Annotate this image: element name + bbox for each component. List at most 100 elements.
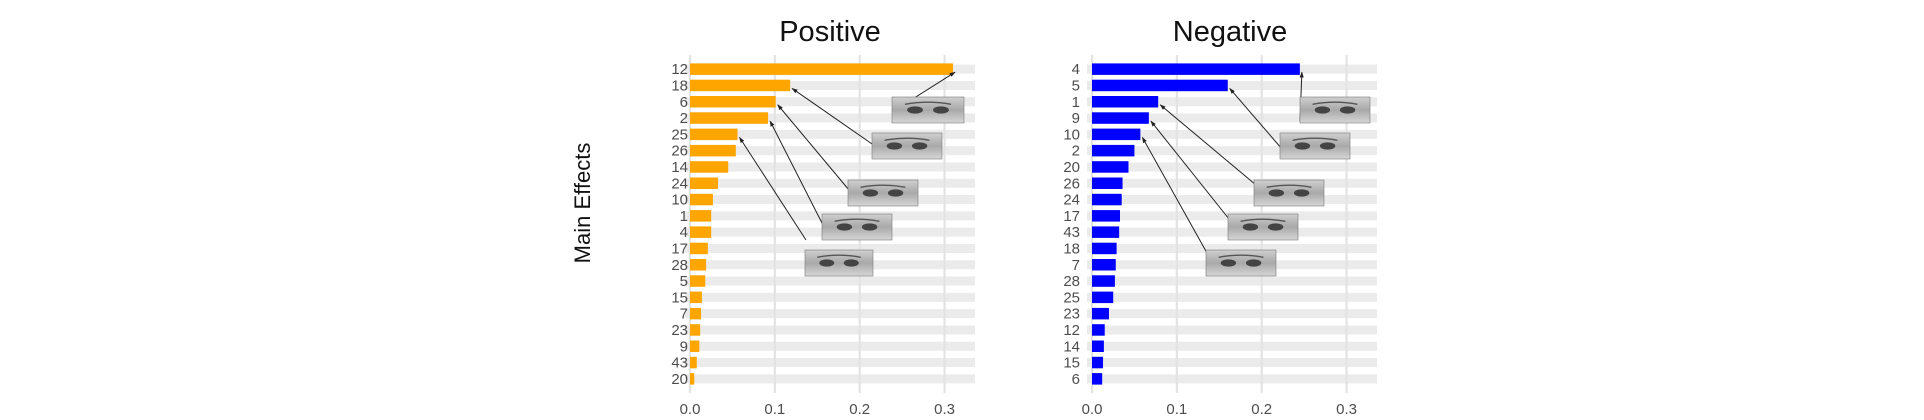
face-image-brows-frown — [1299, 96, 1371, 124]
y-tick-label-23: 23 — [1063, 306, 1080, 323]
bar-18 — [690, 79, 791, 92]
face-feature-right — [1319, 142, 1336, 150]
x-tick-label: 0.0 — [1082, 401, 1103, 418]
bar-15 — [690, 291, 702, 304]
y-tick-label-25: 25 — [1063, 289, 1080, 306]
face-feature-right — [933, 106, 949, 114]
y-tick-label-15: 15 — [671, 289, 688, 306]
y-tick-label-17: 17 — [1063, 208, 1080, 225]
face-image-mouth-pursed — [871, 132, 943, 160]
face-image-bg — [872, 133, 942, 159]
face-image-bg — [1280, 133, 1350, 159]
y-tick-label-23: 23 — [671, 322, 688, 339]
face-image-bg — [848, 180, 918, 206]
face-feature-brow — [1218, 254, 1264, 258]
bar-1 — [690, 210, 712, 222]
y-tick-label-15: 15 — [1063, 355, 1080, 372]
bar-9 — [1092, 112, 1149, 124]
bar-12 — [690, 63, 954, 75]
bar-6 — [690, 96, 776, 108]
face-feature-right — [887, 189, 904, 197]
face-feature-left — [1242, 223, 1259, 231]
bar-5 — [1092, 79, 1228, 92]
chart-title-1: Negative — [1173, 16, 1287, 48]
bar-24 — [1092, 193, 1122, 206]
bar-23 — [690, 324, 701, 336]
y-tick-label-28: 28 — [1063, 273, 1080, 290]
face-feature-left — [819, 259, 835, 267]
y-tick-label-9: 9 — [680, 338, 688, 355]
face-feature-left — [1220, 259, 1237, 267]
y-tick-label-10: 10 — [671, 192, 688, 209]
annotation-arrow-2 — [769, 120, 824, 226]
face-feature-left — [1314, 106, 1331, 114]
bar-14 — [690, 161, 729, 173]
bar-4 — [1092, 63, 1300, 75]
bar-20 — [1092, 161, 1129, 173]
face-image-eyes — [847, 179, 919, 207]
face-image-mouth-smile — [891, 96, 965, 124]
face-feature-left — [1294, 142, 1311, 150]
face-image-mouth-frown — [1205, 249, 1277, 277]
bar-10 — [1092, 128, 1141, 141]
y-tick-label-9: 9 — [1072, 110, 1080, 127]
face-image-border — [847, 179, 919, 207]
y-tick-label-5: 5 — [680, 273, 688, 290]
face-feature-right — [911, 142, 928, 150]
bar-2 — [1092, 144, 1135, 157]
face-feature-brow — [1312, 101, 1358, 105]
bar-15 — [1092, 356, 1104, 369]
face-image-bg — [892, 97, 964, 123]
face-image-border — [871, 132, 943, 160]
y-tick-label-2: 2 — [1072, 143, 1080, 160]
face-image-border — [1279, 132, 1351, 160]
bar-9 — [690, 340, 700, 352]
bar-6 — [1092, 373, 1103, 385]
annotation-arrow-10 — [1141, 136, 1208, 254]
annotation-arrow-5 — [1229, 87, 1283, 150]
bar-5 — [690, 275, 706, 287]
y-tick-label-4: 4 — [1072, 61, 1080, 78]
bar-12 — [1092, 324, 1105, 336]
face-feature-brow — [1240, 218, 1286, 222]
annotation-arrow-6 — [777, 104, 850, 191]
x-tick-label: 0.2 — [1251, 401, 1272, 418]
face-image-border — [1205, 249, 1277, 277]
y-tick-label-4: 4 — [680, 224, 688, 241]
annotation-arrow-1 — [1159, 104, 1257, 186]
face-image-border — [1227, 213, 1299, 241]
bar-23 — [1092, 307, 1109, 320]
y-tick-label-25: 25 — [671, 126, 688, 143]
face-feature-brow — [884, 137, 930, 141]
bar-7 — [1092, 259, 1116, 271]
x-tick-label: 0.3 — [934, 401, 955, 418]
bar-43 — [1092, 226, 1120, 238]
bar-17 — [1092, 210, 1120, 222]
face-image-border — [891, 96, 965, 124]
face-feature-left — [907, 106, 923, 114]
bar-4 — [690, 226, 712, 238]
face-feature-brow — [1266, 184, 1312, 188]
face-feature-left — [1268, 189, 1285, 197]
bar-28 — [690, 259, 707, 271]
y-tick-label-14: 14 — [1063, 338, 1080, 355]
y-tick-label-1: 1 — [680, 208, 688, 225]
bar-7 — [690, 307, 702, 320]
y-tick-label-14: 14 — [671, 159, 688, 176]
face-image-nose-wrinkle — [1227, 213, 1299, 241]
bar-26 — [1092, 177, 1123, 189]
face-feature-left — [886, 142, 903, 150]
annotation-arrow-25 — [739, 136, 807, 241]
x-tick-label: 0.0 — [680, 401, 701, 418]
face-image-bg — [1228, 214, 1298, 240]
face-feature-left — [862, 189, 879, 197]
face-image-border — [804, 249, 874, 277]
y-tick-label-18: 18 — [1063, 240, 1080, 257]
y-tick-label-26: 26 — [671, 143, 688, 160]
bar-43 — [690, 356, 697, 369]
y-tick-label-5: 5 — [1072, 77, 1080, 94]
bar-26 — [690, 144, 736, 157]
face-image-bg — [822, 214, 892, 240]
